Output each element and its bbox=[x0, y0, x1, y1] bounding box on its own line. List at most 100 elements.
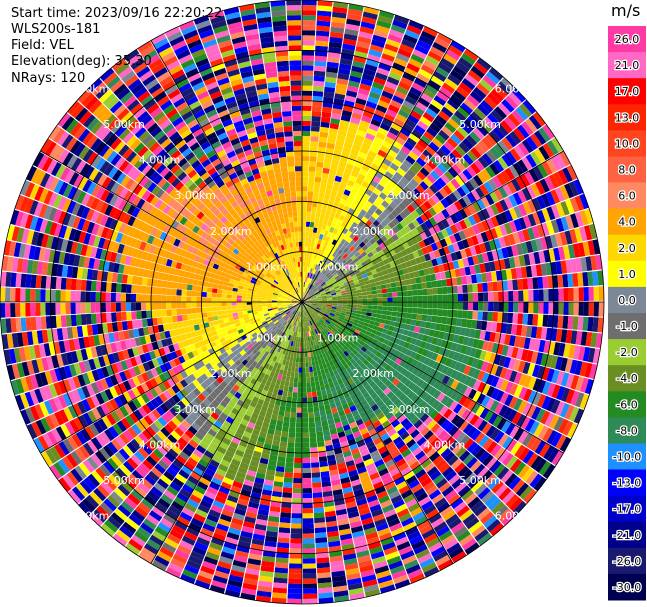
velocity-gate bbox=[310, 136, 319, 142]
velocity-gate bbox=[377, 297, 383, 302]
velocity-gate bbox=[294, 457, 302, 464]
velocity-gate bbox=[342, 43, 356, 51]
velocity-gate bbox=[376, 289, 383, 294]
velocity-gate bbox=[553, 302, 559, 315]
velocity-gate bbox=[488, 292, 494, 302]
velocity-gate bbox=[298, 362, 302, 368]
velocity-gate bbox=[416, 314, 423, 321]
velocity-gate bbox=[302, 352, 305, 358]
velocity-gate bbox=[305, 262, 309, 268]
velocity-gate bbox=[318, 141, 327, 148]
velocity-gate bbox=[279, 405, 286, 412]
velocity-gate bbox=[417, 302, 423, 308]
velocity-gate bbox=[277, 537, 290, 544]
velocity-gate bbox=[351, 307, 358, 311]
velocity-gate bbox=[317, 223, 323, 229]
velocity-gate bbox=[287, 598, 302, 604]
velocity-gate bbox=[527, 313, 534, 326]
velocity-gate bbox=[302, 186, 308, 192]
velocity-gate bbox=[319, 213, 326, 220]
velocity-gate bbox=[337, 73, 350, 81]
velocity-gate bbox=[296, 412, 302, 418]
velocity-gate bbox=[567, 316, 574, 330]
velocity-gate bbox=[314, 380, 320, 387]
velocity-gate bbox=[324, 152, 333, 160]
velocity-gate bbox=[422, 288, 428, 296]
velocity-gate bbox=[318, 192, 325, 199]
velocity-gate bbox=[377, 293, 383, 298]
velocity-gate bbox=[387, 302, 393, 307]
velocity-gate bbox=[412, 302, 418, 308]
velocity-gate bbox=[483, 292, 489, 302]
velocity-gate bbox=[282, 492, 292, 498]
velocity-gate bbox=[295, 362, 299, 368]
velocity-gate bbox=[382, 293, 388, 298]
velocity-gate bbox=[304, 256, 307, 262]
velocity-gate bbox=[310, 376, 315, 383]
velocity-gate bbox=[324, 81, 336, 89]
velocity-gate bbox=[362, 298, 368, 302]
velocity-gate bbox=[309, 432, 317, 438]
velocity-gate bbox=[289, 553, 302, 559]
velocity-gate bbox=[472, 302, 479, 311]
velocity-gate bbox=[508, 302, 514, 313]
velocity-gate bbox=[437, 294, 443, 302]
velocity-gate bbox=[304, 287, 306, 293]
velocity-gate bbox=[306, 251, 310, 258]
velocity-gate bbox=[336, 78, 349, 86]
velocity-gate bbox=[493, 291, 499, 302]
velocity-gate bbox=[402, 307, 408, 313]
velocity-gate bbox=[342, 304, 348, 307]
velocity-gate bbox=[287, 437, 295, 443]
velocity-gate bbox=[314, 517, 326, 524]
velocity-gate bbox=[302, 80, 313, 86]
velocity-gate bbox=[325, 76, 337, 84]
velocity-gate bbox=[316, 25, 330, 32]
velocity-gate bbox=[457, 310, 463, 319]
velocity-gate bbox=[283, 482, 293, 488]
velocity-gate bbox=[287, 588, 302, 594]
velocity-gate bbox=[317, 441, 325, 448]
velocity-gate bbox=[319, 410, 327, 417]
velocity-gate bbox=[308, 176, 315, 182]
velocity-gate bbox=[316, 228, 322, 234]
velocity-gate bbox=[457, 293, 464, 302]
velocity-gate bbox=[311, 126, 320, 132]
velocity-gate bbox=[310, 216, 316, 223]
velocity-gate bbox=[302, 472, 312, 479]
velocity-gate bbox=[278, 410, 285, 417]
velocity-gate bbox=[316, 436, 324, 443]
velocity-gate bbox=[289, 563, 302, 569]
velocity-gate bbox=[302, 432, 310, 438]
velocity-gate bbox=[302, 543, 315, 549]
velocity-gate bbox=[288, 381, 294, 388]
velocity-gate bbox=[343, 33, 358, 41]
velocity-gate bbox=[318, 218, 324, 225]
velocity-gate bbox=[303, 568, 317, 574]
velocity-gate bbox=[522, 313, 529, 325]
velocity-gate bbox=[330, 26, 345, 34]
velocity-gate bbox=[309, 221, 315, 228]
velocity-gate bbox=[309, 156, 317, 162]
velocity-gate bbox=[367, 305, 373, 310]
velocity-gate bbox=[332, 103, 344, 110]
velocity-gate bbox=[305, 267, 308, 273]
velocity-gate bbox=[311, 252, 315, 259]
velocity-gate bbox=[292, 498, 302, 504]
velocity-gate bbox=[380, 284, 387, 290]
velocity-gate bbox=[310, 457, 319, 463]
velocity-gate bbox=[304, 282, 307, 288]
velocity-gate bbox=[342, 299, 348, 302]
velocity-gate bbox=[302, 65, 314, 71]
velocity-gate bbox=[477, 311, 483, 321]
velocity-gate bbox=[307, 186, 314, 192]
velocity-gate bbox=[384, 319, 391, 326]
velocity-gate bbox=[310, 381, 316, 388]
velocity-gate bbox=[461, 318, 468, 328]
velocity-gate bbox=[543, 289, 549, 302]
velocity-gate bbox=[288, 386, 294, 393]
velocity-gate bbox=[431, 280, 438, 288]
velocity-gate bbox=[392, 292, 398, 297]
velocity-gate bbox=[412, 289, 418, 296]
velocity-gate bbox=[588, 286, 594, 301]
